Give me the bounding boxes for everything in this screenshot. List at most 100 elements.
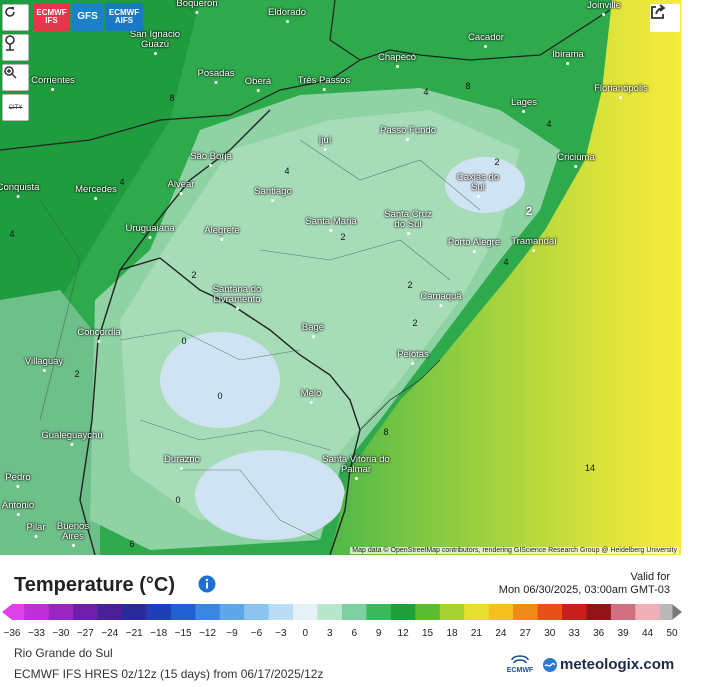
city-dot <box>195 11 199 14</box>
city-label: Joinville <box>587 1 621 16</box>
map[interactable]: Boqueron Eldorado Joinville San Ignacio Gua… <box>0 0 681 555</box>
site-text: meteologix.com <box>560 656 675 673</box>
city-dot <box>42 369 46 372</box>
city-label: Criciúma <box>557 153 595 168</box>
scale-segment <box>354 604 367 620</box>
city-label: Florianópolis <box>594 84 648 99</box>
scale-segment <box>610 604 624 620</box>
city-dot <box>411 362 415 365</box>
contour-label: 4 <box>423 87 429 97</box>
city-label: Gualeguaychú <box>41 431 103 446</box>
contour-label: 2 <box>412 318 418 328</box>
scale-segment <box>73 604 86 620</box>
scale-segment <box>48 604 62 620</box>
contour-label: 2 <box>191 270 197 280</box>
scale-segment <box>525 604 539 620</box>
scale-tick-label: 33 <box>569 628 581 639</box>
scale-tick-label: −36 <box>4 628 21 639</box>
city-button[interactable]: CITY <box>2 94 29 121</box>
city-dot <box>209 164 213 167</box>
scale-segment <box>586 604 600 620</box>
share-button[interactable] <box>650 4 680 32</box>
city-label: Porto Alegre <box>448 238 500 253</box>
city-label: Tramandaí <box>511 237 557 252</box>
scale-tick-label: −33 <box>28 628 45 639</box>
city-label: Mercedes <box>75 185 117 200</box>
scale-segment <box>329 604 343 620</box>
ecmwf-logo: ECMWF <box>505 655 535 674</box>
zoom-icon <box>4 66 17 79</box>
scale-tick-label: −27 <box>77 628 94 639</box>
model-run: ECMWF IFS HRES 0z/12z (15 days) from 06/… <box>14 667 324 681</box>
city-dot <box>406 138 410 141</box>
scale-tick-label: −12 <box>199 628 216 639</box>
scale-segment <box>439 604 453 620</box>
scale-segment <box>623 604 636 620</box>
city-label: Lages <box>511 98 537 113</box>
contour-label: 4 <box>284 166 290 176</box>
city-dot <box>16 195 20 198</box>
city-dot <box>354 477 358 480</box>
city-label: Conquista <box>0 183 39 198</box>
contour-label: 2 <box>525 204 533 218</box>
model-button[interactable]: ECMWF AIFS <box>105 3 143 31</box>
scale-tick-label: −6 <box>251 628 263 639</box>
contour-label: 14 <box>584 463 596 473</box>
region-name: Rio Grande do Sul <box>14 646 113 660</box>
scale-segment <box>305 604 319 620</box>
city-dot <box>94 197 98 200</box>
contour-label: 8 <box>383 427 389 437</box>
city-label: Bagé <box>302 323 324 338</box>
city-dot <box>323 148 327 151</box>
city-label: Ibirama <box>552 50 584 65</box>
city-label: Santiago <box>254 187 292 202</box>
city-dot <box>71 544 75 547</box>
city-label: Três Passos <box>298 76 350 91</box>
city-label: São Borja <box>190 152 232 167</box>
city-dot <box>406 232 410 235</box>
scale-tick-label: −24 <box>101 628 118 639</box>
scale-tick-label: 24 <box>495 628 507 639</box>
scale-tick-label: −21 <box>126 628 143 639</box>
scale-segment <box>134 604 147 620</box>
city-label: Durazno <box>164 455 200 470</box>
scale-segment <box>500 604 514 620</box>
scale-segment <box>647 604 661 620</box>
contour-label: 4 <box>546 119 552 129</box>
city-label: Santana do Livramento <box>202 285 272 310</box>
scale-segment <box>280 604 294 620</box>
location-button[interactable] <box>2 34 29 61</box>
scale-tick-label: 27 <box>520 628 532 639</box>
scale-tick-label: 39 <box>618 628 630 639</box>
zoom-button[interactable] <box>2 64 29 91</box>
contour-label: 2 <box>494 157 500 167</box>
city-dot <box>16 513 20 516</box>
info-icon[interactable] <box>198 575 216 593</box>
scale-segment <box>183 604 196 620</box>
city-dot <box>522 110 526 113</box>
city-label: Passo Fundo <box>380 126 436 141</box>
city-label: Boqueron <box>176 0 218 14</box>
refresh-button[interactable] <box>2 4 29 31</box>
scale-segment <box>476 604 490 620</box>
contour-label: 4 <box>9 229 15 239</box>
model-button[interactable]: GFS <box>72 3 103 31</box>
scale-tick-label: 21 <box>471 628 483 639</box>
scale-arrow <box>672 604 682 620</box>
location-icon <box>5 35 15 51</box>
scale-segment <box>109 604 123 620</box>
city-label: Oberá <box>245 77 271 92</box>
model-button[interactable]: ECMWF IFS <box>33 3 70 31</box>
scale-tick-label: 12 <box>398 628 410 639</box>
scale-tick-label: −3 <box>275 628 287 639</box>
scale-segment <box>170 604 184 620</box>
city-dot <box>329 229 333 232</box>
scale-tick-label: 44 <box>642 628 654 639</box>
city-dot <box>484 45 488 48</box>
city-label: Concordia <box>77 328 121 343</box>
city-dot <box>214 81 218 84</box>
scale-segment <box>562 604 575 620</box>
city-dot <box>271 199 275 202</box>
scale-segment <box>207 604 221 620</box>
city-label: Santa Cruz do Sul <box>378 210 438 235</box>
